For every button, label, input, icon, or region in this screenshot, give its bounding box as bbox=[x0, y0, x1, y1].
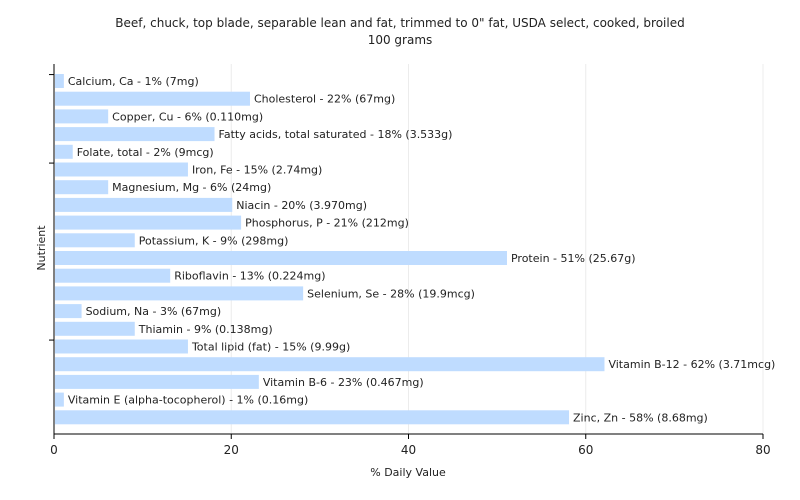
bar-label-8: Phosphorus, P - 21% (212mg) bbox=[245, 217, 409, 230]
x-tick-label-20: 20 bbox=[224, 443, 239, 457]
bar-label-3: Fatty acids, total saturated - 18% (3.53… bbox=[219, 128, 453, 141]
x-tick-label-0: 0 bbox=[50, 443, 58, 457]
bar-label-7: Niacin - 20% (3.970mg) bbox=[236, 199, 367, 212]
bar-7 bbox=[55, 197, 233, 212]
chart-subtitle: 100 grams bbox=[368, 33, 433, 47]
bar-11 bbox=[55, 268, 171, 283]
bar-label-6: Magnesium, Mg - 6% (24mg) bbox=[112, 181, 271, 194]
bar-18 bbox=[55, 392, 64, 407]
bar-12 bbox=[55, 286, 304, 301]
x-tick-label-60: 60 bbox=[578, 443, 593, 457]
bar-2 bbox=[55, 109, 109, 124]
bar-5 bbox=[55, 162, 188, 177]
bar-14 bbox=[55, 321, 135, 336]
axes-layer: 0 20 40 60 80 bbox=[49, 64, 771, 457]
bar-label-17: Vitamin B-6 - 23% (0.467mg) bbox=[263, 376, 424, 389]
bar-label-2: Copper, Cu - 6% (0.110mg) bbox=[112, 110, 263, 123]
bar-label-19: Zinc, Zn - 58% (8.68mg) bbox=[573, 411, 708, 424]
bar-0 bbox=[55, 74, 64, 88]
bar-label-14: Thiamin - 9% (0.138mg) bbox=[138, 323, 273, 336]
bar-label-5: Iron, Fe - 15% (2.74mg) bbox=[192, 164, 322, 177]
bar-label-4: Folate, total - 2% (9mcg) bbox=[77, 146, 214, 159]
bar-16 bbox=[55, 357, 605, 372]
bar-label-16: Vitamin B-12 - 62% (3.71mcg) bbox=[608, 358, 775, 371]
bar-6 bbox=[55, 180, 109, 195]
bar-4 bbox=[55, 144, 73, 159]
bar-label-12: Selenium, Se - 28% (19.9mcg) bbox=[307, 287, 475, 300]
bar-15 bbox=[55, 339, 188, 354]
bar-label-9: Potassium, K - 9% (298mg) bbox=[139, 234, 289, 247]
bar-label-18: Vitamin E (alpha-tocopherol) - 1% (0.16m… bbox=[68, 394, 308, 407]
x-tick-label-40: 40 bbox=[401, 443, 416, 457]
bar-label-13: Sodium, Na - 3% (67mg) bbox=[86, 305, 222, 318]
chart-title: Beef, chuck, top blade, separable lean a… bbox=[115, 16, 684, 30]
bar-10 bbox=[55, 251, 507, 265]
bar-label-1: Cholesterol - 22% (67mg) bbox=[254, 93, 395, 106]
bar-19 bbox=[55, 410, 570, 425]
bar-13 bbox=[55, 304, 82, 319]
bars-layer: Calcium, Ca - 1% (7mg) Cholesterol - 22% … bbox=[55, 74, 775, 425]
x-axis-label: % Daily Value bbox=[370, 466, 446, 479]
bar-label-15: Total lipid (fat) - 15% (9.99g) bbox=[191, 341, 350, 354]
bar-label-11: Riboflavin - 13% (0.224mg) bbox=[174, 270, 325, 283]
bar-8 bbox=[55, 215, 242, 230]
bar-9 bbox=[55, 233, 135, 248]
bar-3 bbox=[55, 127, 215, 142]
grid-layer bbox=[230, 64, 764, 434]
bar-17 bbox=[55, 374, 259, 389]
bar-label-10: Protein - 51% (25.67g) bbox=[511, 252, 636, 265]
bar-1 bbox=[55, 91, 250, 106]
y-axis-label: Nutrient bbox=[35, 225, 48, 271]
x-tick-label-80: 80 bbox=[755, 443, 770, 457]
bar-label-0: Calcium, Ca - 1% (7mg) bbox=[68, 75, 199, 88]
